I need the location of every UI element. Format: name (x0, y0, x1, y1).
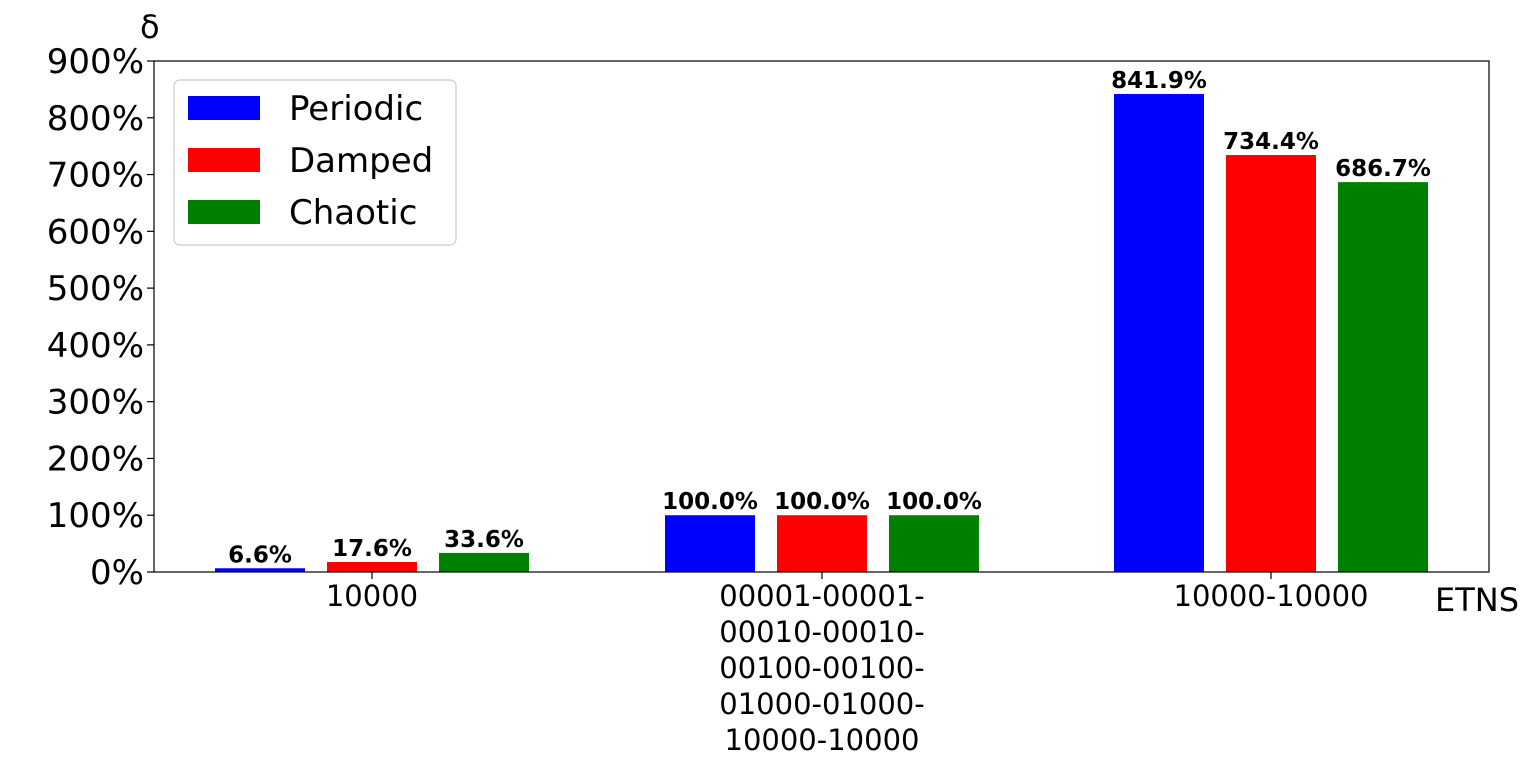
x-tick-label: 00001-00001- (719, 579, 924, 613)
x-axis-ticks: 10000 00001-00001-00010-00010-00100-00100… (326, 572, 1369, 757)
legend-swatch-periodic (188, 96, 260, 120)
x-tick-label: 10000 (326, 579, 418, 613)
y-tick-label: 800% (47, 99, 144, 139)
x-tick-label: 10000-10000 (725, 723, 920, 757)
y-tick-label: 500% (47, 269, 144, 309)
data-label: 841.9% (1111, 68, 1207, 94)
x-tick-label: 00100-00100- (719, 651, 924, 685)
legend-label: Damped (289, 141, 433, 181)
bar-chaotic (889, 515, 979, 572)
data-label: 734.4% (1223, 129, 1319, 155)
y-tick-label: 0% (90, 553, 144, 593)
bar-damped (777, 515, 867, 572)
bar-chaotic (439, 552, 529, 572)
data-label: 33.6% (444, 527, 524, 553)
y-tick-label: 700% (47, 156, 144, 196)
y-tick-label: 400% (47, 326, 144, 366)
data-labels: 6.6% 100.0% 841.9% 17.6% 100.0% 734.4% 33.6% 10… (228, 68, 1431, 568)
bar-damped (327, 562, 417, 572)
data-label: 100.0% (886, 489, 982, 515)
y-tick-label: 200% (47, 439, 144, 479)
legend-label: Periodic (289, 89, 423, 129)
x-tick-label: 01000-01000- (719, 687, 924, 721)
y-axis-label: δ (140, 8, 160, 46)
bars (215, 93, 1428, 573)
y-tick-label: 900% (47, 42, 144, 82)
data-label: 6.6% (228, 542, 292, 568)
legend: Periodic Damped Chaotic (173, 79, 457, 246)
legend-swatch-chaotic (188, 200, 260, 224)
legend-label: Chaotic (289, 193, 417, 233)
bar-periodic (665, 515, 755, 572)
bar-periodic (215, 568, 305, 572)
y-tick-label: 100% (47, 496, 144, 536)
x-tick-label: 00010-00010- (719, 615, 924, 649)
legend-swatch-damped (188, 148, 260, 172)
bar-periodic (1114, 93, 1204, 573)
y-tick-label: 300% (47, 383, 144, 423)
data-label: 17.6% (332, 536, 412, 562)
x-tick-label: 10000-10000 (1174, 579, 1369, 613)
x-axis-label: ETNS (1435, 581, 1519, 619)
data-label: 100.0% (662, 489, 758, 515)
data-label: 686.7% (1335, 156, 1431, 182)
bar-damped (1226, 155, 1316, 573)
plot-frame (153, 60, 1490, 573)
y-tick-label: 600% (47, 212, 144, 252)
y-axis-ticks: 0% 100% 200% 300% 400% 500% 600% 700% 800% 900% (47, 42, 154, 593)
bar-chaotic (1338, 182, 1428, 572)
data-label: 100.0% (774, 489, 870, 515)
